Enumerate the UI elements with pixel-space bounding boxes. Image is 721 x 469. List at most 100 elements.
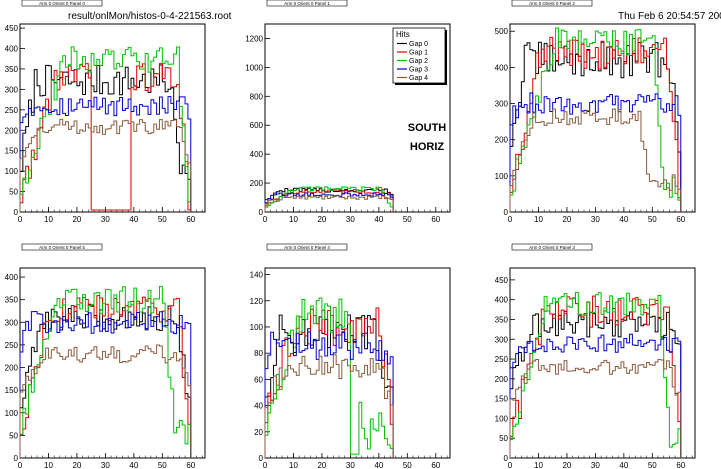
legend-entry: Gap 4: [409, 75, 428, 82]
y-tick-label: 1200: [245, 34, 263, 43]
x-tick-label: 20: [317, 461, 326, 469]
timestamp-label: Thu Feb 6 20:54:57 2007: [618, 11, 721, 22]
y-tick-label: 0: [504, 454, 509, 463]
panel-title-box: [266, 0, 348, 7]
x-tick-label: 50: [403, 215, 412, 224]
y-tick-label: 100: [5, 167, 19, 176]
y-tick-label: 200: [495, 375, 509, 384]
histogram-panel-5: Arm 0 Orient 0 Panel 3 0 10 20 30 40 50 60 0 50 10…: [495, 243, 696, 469]
histogram-series-gap-1: [264, 307, 394, 458]
y-tick-label: 400: [495, 63, 509, 72]
panel-title: Arm 0 Orient 0 Panel 4: [284, 245, 330, 250]
y-tick-label: 200: [5, 364, 19, 373]
y-tick-label: 450: [495, 276, 509, 285]
y-tick-label: 250: [5, 341, 19, 350]
panel-title: Arm 0 Orient 0 Panel 1: [284, 1, 330, 6]
y-tick-label: 400: [5, 45, 19, 54]
y-tick-label: 200: [250, 179, 264, 188]
y-tick-label: 50: [9, 188, 18, 197]
legend-entry: Gap 1: [409, 50, 428, 57]
annotation-line-1: SOUTH: [408, 122, 447, 134]
x-tick-label: 30: [346, 215, 355, 224]
x-tick-label: 60: [676, 215, 685, 224]
histogram-panel-2: Arm 0 Orient 0 Panel 2 0 10 20 30 40 50 60 0 100 2…: [495, 0, 696, 224]
x-tick-label: 0: [18, 215, 23, 224]
histogram-series-gap-3: [19, 96, 192, 212]
annotation-line-2: HORIZ: [410, 141, 445, 153]
y-tick-label: 0: [259, 208, 264, 217]
histogram-panel-3: Arm 0 Orient 0 Panel 5 0 10 20 30 40 50 60 0 50 10…: [5, 243, 206, 469]
x-tick-label: 10: [44, 215, 53, 224]
x-tick-label: 30: [101, 215, 110, 224]
histogram-series-gap-4: [19, 118, 192, 212]
histogram-series-gap-4: [509, 358, 682, 458]
y-tick-label: 0: [14, 454, 19, 463]
y-tick-label: 1000: [245, 63, 263, 72]
histogram-panel-0: Arm 0 Orient 0 Panel 0 0 10 20 30 40 50 60 0 50 10…: [5, 0, 206, 224]
x-tick-label: 0: [508, 461, 513, 469]
x-tick-label: 30: [346, 461, 355, 469]
y-tick-label: 150: [5, 147, 19, 156]
x-tick-label: 60: [186, 215, 195, 224]
panel-title: Arm 0 Orient 0 Panel 0: [39, 1, 85, 6]
x-tick-label: 10: [289, 461, 298, 469]
y-tick-label: 350: [5, 65, 19, 74]
x-tick-label: 40: [619, 461, 628, 469]
x-tick-label: 40: [619, 215, 628, 224]
y-tick-label: 120: [250, 297, 264, 306]
y-tick-label: 0: [259, 454, 264, 463]
histogram-series-gap-2: [264, 186, 394, 212]
x-tick-label: 50: [403, 461, 412, 469]
y-tick-label: 100: [495, 414, 509, 423]
x-tick-label: 10: [534, 461, 543, 469]
panel-title-box: [511, 0, 593, 7]
histogram-series-gap-4: [264, 195, 394, 212]
y-tick-label: 140: [250, 271, 264, 280]
x-tick-label: 10: [44, 461, 53, 469]
x-tick-label: 50: [648, 461, 657, 469]
y-tick-label: 0: [504, 208, 509, 217]
x-tick-label: 0: [18, 461, 23, 469]
histogram-series-gap-4: [19, 344, 192, 458]
y-tick-label: 80: [254, 349, 263, 358]
x-tick-label: 0: [263, 461, 268, 469]
x-tick-label: 30: [591, 215, 600, 224]
histogram-series-gap-3: [264, 331, 394, 458]
panel-title-box: [511, 243, 593, 251]
histogram-series-gap-2: [19, 285, 192, 458]
y-tick-label: 150: [495, 395, 509, 404]
plot-frame: [509, 267, 696, 459]
x-tick-label: 20: [72, 215, 81, 224]
y-tick-label: 500: [495, 27, 509, 36]
y-tick-label: 150: [5, 386, 19, 395]
legend-entry: Gap 2: [409, 58, 428, 65]
legend-entry: Gap 0: [409, 41, 428, 48]
x-tick-label: 40: [374, 461, 383, 469]
plot-frame: [19, 23, 206, 213]
panel-title-box: [21, 243, 103, 251]
histogram-series-gap-2: [509, 291, 682, 458]
histogram-panel-4: Arm 0 Orient 0 Panel 4 0 10 20 30 40 50 60 0 20 40…: [250, 243, 451, 469]
histogram-panel-1: Arm 0 Orient 0 Panel 10 10 20 30 40 50 6002004…: [245, 0, 451, 224]
plot-frame: [19, 267, 206, 459]
x-tick-label: 60: [676, 461, 685, 469]
y-tick-label: 350: [495, 315, 509, 324]
x-tick-label: 60: [431, 461, 440, 469]
legend-box: [392, 27, 446, 84]
x-tick-label: 20: [317, 215, 326, 224]
y-tick-label: 400: [5, 273, 19, 282]
x-tick-label: 40: [129, 461, 138, 469]
y-tick-label: 60: [254, 375, 263, 384]
x-tick-label: 10: [289, 215, 298, 224]
histogram-series-gap-0: [509, 310, 682, 458]
y-tick-label: 250: [5, 106, 19, 115]
panel-title: Arm 0 Orient 0 Panel 2: [529, 1, 575, 6]
y-tick-label: 350: [5, 296, 19, 305]
y-tick-label: 50: [9, 431, 18, 440]
y-tick-label: 600: [250, 121, 264, 130]
y-tick-label: 20: [254, 428, 263, 437]
x-tick-label: 40: [129, 215, 138, 224]
x-tick-label: 0: [263, 215, 268, 224]
